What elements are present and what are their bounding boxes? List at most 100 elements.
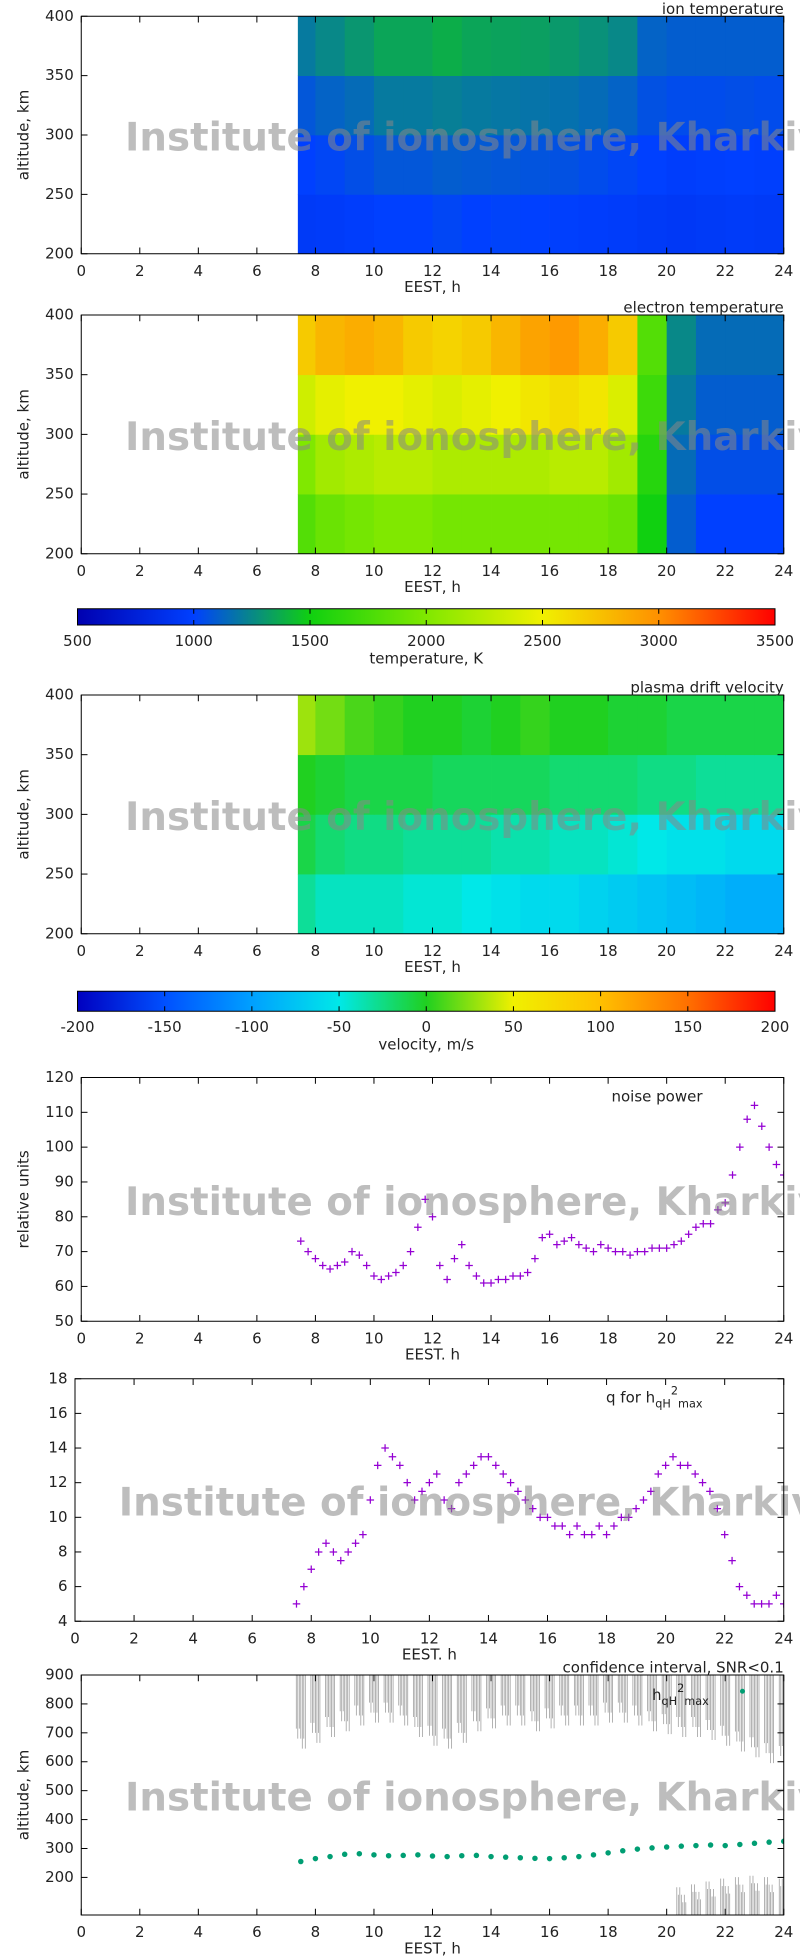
point: [359, 1530, 367, 1539]
x-tick-label: 4: [194, 262, 204, 280]
tick-label: 3500: [756, 632, 794, 650]
heatmap-cell: [637, 374, 668, 435]
legend-marker: [740, 1688, 745, 1694]
point: [590, 1852, 597, 1858]
heatmap-cell: [520, 135, 550, 195]
tick-label: 2500: [523, 632, 561, 650]
heatmap-cell: [373, 494, 404, 554]
x-tick-label: 24: [774, 262, 793, 280]
y-tick-label: 6: [58, 1577, 68, 1595]
heatmap-cell: [549, 16, 580, 76]
point: [403, 1478, 411, 1487]
y-tick-label: 700: [45, 1723, 74, 1741]
point: [575, 1240, 583, 1249]
point: [662, 1244, 671, 1252]
heatmap-cell: [315, 695, 346, 756]
point: [757, 1600, 766, 1608]
point: [626, 1251, 634, 1259]
point: [396, 1461, 404, 1470]
heatmap-cell: [725, 494, 755, 554]
x-tick-label: 14: [481, 1923, 500, 1941]
x-tick-label: 18: [599, 942, 618, 960]
x-tick-label: 14: [481, 1329, 500, 1347]
heatmap-cell: [491, 315, 521, 376]
heatmap-cell: [315, 814, 346, 875]
y-tick-label: 14: [48, 1439, 67, 1457]
heatmap-cell: [315, 754, 346, 815]
heatmap-cell: [754, 75, 784, 136]
point: [414, 1223, 422, 1231]
heatmap-cell: [315, 75, 346, 136]
y-tick-label: 500: [45, 1781, 74, 1799]
heatmap-cell: [695, 695, 726, 756]
x-tick-label: 16: [540, 562, 559, 580]
point: [604, 1244, 612, 1252]
heatmap-cell: [403, 135, 433, 195]
point: [531, 1254, 539, 1263]
point: [472, 1272, 481, 1280]
heatmap-cell: [695, 434, 726, 495]
heatmap-cell: [666, 434, 697, 495]
point: [462, 1470, 471, 1478]
heatmap-cell: [666, 75, 697, 136]
point: [377, 1275, 386, 1284]
heatmap-cell: [297, 75, 316, 136]
heatmap-cell: [403, 754, 433, 815]
chart-title: confidence interval, SNR<0.1: [563, 1658, 784, 1676]
point: [487, 1279, 495, 1287]
heatmap-cell: [297, 434, 316, 495]
heatmap-cell: [637, 434, 668, 495]
x-tick-label: 6: [247, 1629, 257, 1647]
point: [314, 1548, 323, 1556]
point: [558, 1522, 567, 1530]
heatmap-cell: [725, 75, 755, 136]
y-tick-label: 120: [45, 1068, 74, 1086]
heatmap-cell: [403, 315, 433, 376]
x-tick-label: 6: [252, 1923, 262, 1941]
point: [318, 1261, 327, 1270]
heatmap-cell: [725, 754, 755, 815]
heatmap-cell: [666, 135, 697, 195]
heatmap-cell: [491, 135, 521, 195]
point: [370, 1272, 378, 1280]
heatmap-cell: [432, 194, 463, 254]
point: [436, 1261, 444, 1270]
point: [781, 1838, 784, 1845]
point: [633, 1247, 642, 1256]
heatmap-cell: [461, 874, 492, 934]
point: [647, 1487, 655, 1496]
y-tick-label: 350: [45, 745, 74, 763]
heatmap-cell: [608, 194, 638, 254]
chart-title: electron temperature: [623, 298, 783, 316]
point: [597, 1240, 605, 1249]
point: [605, 1850, 611, 1856]
heatmap-cell: [549, 194, 580, 254]
point: [329, 1548, 338, 1556]
point: [425, 1478, 434, 1487]
y-tick-label: 18: [48, 1369, 67, 1387]
point: [545, 1230, 554, 1238]
point: [546, 1855, 553, 1862]
point: [433, 1470, 441, 1478]
point: [477, 1452, 485, 1461]
heatmap-cell: [725, 16, 755, 76]
text-part: qH: [655, 1397, 671, 1410]
heatmap-cell: [608, 16, 638, 76]
heatmap-cell: [432, 494, 463, 554]
point: [455, 1478, 463, 1487]
tick-label: -150: [148, 1018, 182, 1036]
point: [385, 1852, 392, 1859]
y-tick-label: 800: [45, 1694, 74, 1712]
heatmap-cell: [461, 814, 492, 875]
heatmap-cell: [461, 494, 492, 554]
point: [692, 1223, 700, 1231]
heatmap-cell: [608, 754, 638, 815]
heatmap-cell: [608, 434, 638, 495]
x-tick-label: 20: [657, 942, 676, 960]
heatmap-cell: [520, 434, 550, 495]
x-tick-label: 22: [716, 1923, 735, 1941]
watermark: Institute of ionosphere, Kharkiv: [119, 1481, 800, 1526]
heatmap-cell: [695, 494, 726, 554]
point: [484, 1452, 493, 1461]
point: [758, 1122, 766, 1130]
